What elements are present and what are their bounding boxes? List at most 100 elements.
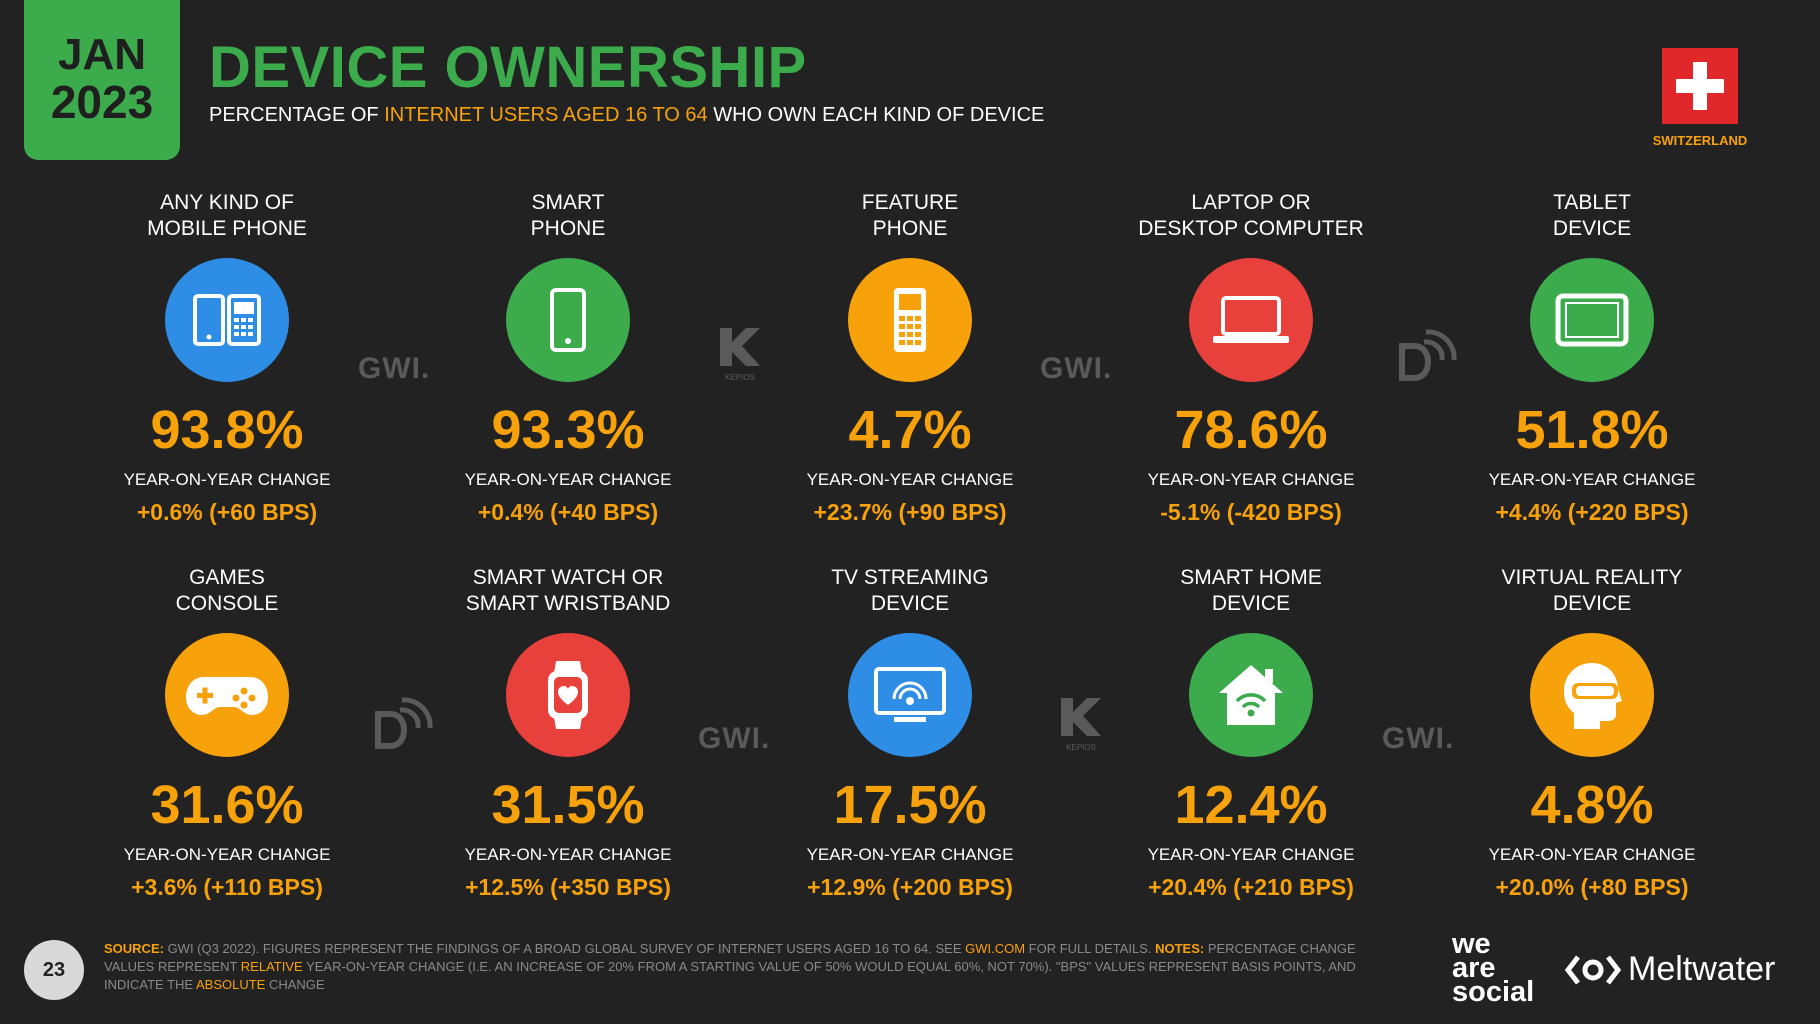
device-label: GAMES CONSOLE	[175, 566, 279, 615]
kepios-logo-icon	[720, 328, 760, 366]
device-card-smart-home: SMART HOME DEVICE 12.4% YEAR-ON-YEAR CHA…	[1101, 565, 1401, 901]
device-card-games-console: GAMES CONSOLE 31.6% YEAR-ON-YEAR CHANGE …	[77, 565, 377, 901]
laptop-icon	[1189, 258, 1313, 382]
device-card-smartwatch: SMART WATCH OR SMART WRISTBAND 31.5% YEA…	[418, 565, 718, 901]
device-value: 17.5%	[833, 775, 987, 835]
yoy-change: +0.6% (+60 BPS)	[136, 499, 318, 525]
subtitle-pre: PERCENTAGE OF	[209, 104, 385, 126]
subtitle-highlight: INTERNET USERS AGED 16 TO 64	[384, 104, 708, 126]
tv-streaming-icon	[848, 633, 972, 757]
brand-line: social	[1452, 976, 1535, 1008]
smart-home-icon	[1189, 633, 1313, 757]
date-month: JAN	[57, 30, 147, 79]
source-text: GWI (Q3 2022). FIGURES REPRESENT THE FIN…	[163, 941, 966, 956]
device-label: ANY KIND OF MOBILE PHONE	[147, 191, 307, 240]
yoy-change: +12.5% (+350 BPS)	[465, 874, 671, 900]
source-after: FOR FULL DETAILS.	[1025, 941, 1156, 956]
yoy-label: YEAR-ON-YEAR CHANGE	[123, 845, 331, 864]
device-value: 31.6%	[150, 775, 304, 835]
yoy-change: +20.4% (+210 BPS)	[1148, 874, 1354, 900]
brand-line: we	[1452, 928, 1491, 960]
smartphone-icon	[506, 258, 630, 382]
kepios-watermark: KEPIOS	[1059, 696, 1103, 752]
country-label: SWITZERLAND	[1652, 133, 1748, 148]
kepios-logo-icon	[1061, 698, 1101, 736]
yoy-label: YEAR-ON-YEAR CHANGE	[1488, 845, 1696, 864]
yoy-label: YEAR-ON-YEAR CHANGE	[806, 845, 1014, 864]
device-value: 93.8%	[150, 400, 304, 460]
page-title: DEVICE OWNERSHIP	[209, 35, 807, 100]
device-label: VIRTUAL REALITY DEVICE	[1501, 566, 1683, 615]
yoy-label: YEAR-ON-YEAR CHANGE	[1147, 845, 1355, 864]
swiss-flag-icon	[1662, 48, 1738, 124]
device-value: 31.5%	[491, 775, 645, 835]
device-label: SMART HOME DEVICE	[1180, 566, 1322, 615]
device-value: 51.8%	[1515, 400, 1669, 460]
source-link[interactable]: GWI.COM	[965, 941, 1026, 956]
device-value: 4.7%	[848, 400, 972, 460]
yoy-change: +4.4% (+220 BPS)	[1495, 499, 1689, 525]
yoy-label: YEAR-ON-YEAR CHANGE	[123, 470, 331, 489]
brand-line: are	[1452, 952, 1496, 984]
yoy-label: YEAR-ON-YEAR CHANGE	[1147, 470, 1355, 489]
gwi-watermark: GWI.	[1040, 352, 1113, 385]
gwi-watermark: GWI.	[358, 352, 431, 385]
vr-headset-icon	[1530, 633, 1654, 757]
yoy-label: YEAR-ON-YEAR CHANGE	[1488, 470, 1696, 489]
gwi-watermark: GWI.	[1382, 722, 1455, 755]
device-value: 78.6%	[1174, 400, 1328, 460]
notes-absolute: ABSOLUTE	[195, 977, 266, 992]
date-badge: JAN 2023	[24, 0, 180, 160]
kepios-label: KEPIOS	[725, 373, 755, 382]
device-value: 93.3%	[491, 400, 645, 460]
source-label: SOURCE:	[104, 941, 164, 956]
page-subtitle: PERCENTAGE OF INTERNET USERS AGED 16 TO …	[209, 104, 1044, 127]
subtitle-post: WHO OWN EACH KIND OF DEVICE	[707, 104, 1045, 126]
device-label: TABLET DEVICE	[1552, 191, 1632, 240]
device-label: FEATURE PHONE	[861, 191, 959, 240]
feature-phone-icon	[848, 258, 972, 382]
notes-relative: RELATIVE	[240, 959, 303, 974]
meltwater-mark-icon	[1564, 954, 1622, 985]
yoy-change: +12.9% (+200 BPS)	[807, 874, 1013, 900]
notes-text: YEAR-ON-YEAR CHANGE (I.E. AN INCREASE OF…	[104, 959, 1356, 992]
we-are-social-logo: we are social	[1452, 928, 1535, 1008]
notes-text: PERCENTAGE CHANGE VALUES REPRESENT	[104, 941, 1356, 974]
device-card-vr: VIRTUAL REALITY DEVICE 4.8% YEAR-ON-YEAR…	[1442, 565, 1742, 901]
kepios-label: KEPIOS	[1066, 743, 1096, 752]
notes-label: NOTES:	[1155, 941, 1205, 956]
yoy-change: -5.1% (-420 BPS)	[1160, 499, 1342, 525]
gwi-watermark: GWI.	[698, 722, 771, 755]
tablet-icon	[1530, 258, 1654, 382]
yoy-label: YEAR-ON-YEAR CHANGE	[464, 470, 672, 489]
meltwater-wordmark: Meltwater	[1628, 950, 1776, 988]
yoy-change: +23.7% (+90 BPS)	[813, 499, 1007, 525]
yoy-label: YEAR-ON-YEAR CHANGE	[464, 845, 672, 864]
device-card-tv-streaming: TV STREAMING DEVICE 17.5% YEAR-ON-YEAR C…	[760, 565, 1060, 901]
footnotes: SOURCE: GWI (Q3 2022). FIGURES REPRESENT…	[104, 940, 1394, 994]
page-number: 23	[24, 940, 84, 1000]
meltwater-logo: Meltwater	[1564, 950, 1775, 989]
date-year: 2023	[50, 76, 154, 128]
datareportal-watermark-icon	[374, 694, 434, 755]
device-label: LAPTOP OR DESKTOP COMPUTER	[1138, 191, 1364, 240]
yoy-change: +0.4% (+40 BPS)	[477, 499, 659, 525]
yoy-label: YEAR-ON-YEAR CHANGE	[806, 470, 1014, 489]
device-value: 12.4%	[1174, 775, 1328, 835]
smartwatch-icon	[506, 633, 630, 757]
kepios-watermark: KEPIOS	[718, 326, 762, 382]
device-card-feature-phone: FEATURE PHONE 4.7% YEAR-ON-YEAR CHANGE +…	[760, 190, 1060, 526]
game-controller-icon	[165, 633, 289, 757]
device-label: SMART WATCH OR SMART WRISTBAND	[465, 566, 671, 615]
device-card-laptop: LAPTOP OR DESKTOP COMPUTER 78.6% YEAR-ON…	[1101, 190, 1401, 526]
device-card-tablet: TABLET DEVICE 51.8% YEAR-ON-YEAR CHANGE …	[1442, 190, 1742, 526]
notes-text: CHANGE	[265, 977, 325, 992]
device-label: TV STREAMING DEVICE	[831, 566, 989, 615]
device-card-mobile-phone: ANY KIND OF MOBILE PHONE 93.8% YEAR-ON-Y…	[77, 190, 377, 526]
device-label: SMART PHONE	[530, 191, 606, 240]
device-value: 4.8%	[1530, 775, 1654, 835]
mobile-phones-icon	[165, 258, 289, 382]
yoy-change: +3.6% (+110 BPS)	[131, 874, 323, 900]
device-card-smartphone: SMART PHONE 93.3% YEAR-ON-YEAR CHANGE +0…	[418, 190, 718, 526]
datareportal-watermark-icon	[1398, 326, 1458, 387]
